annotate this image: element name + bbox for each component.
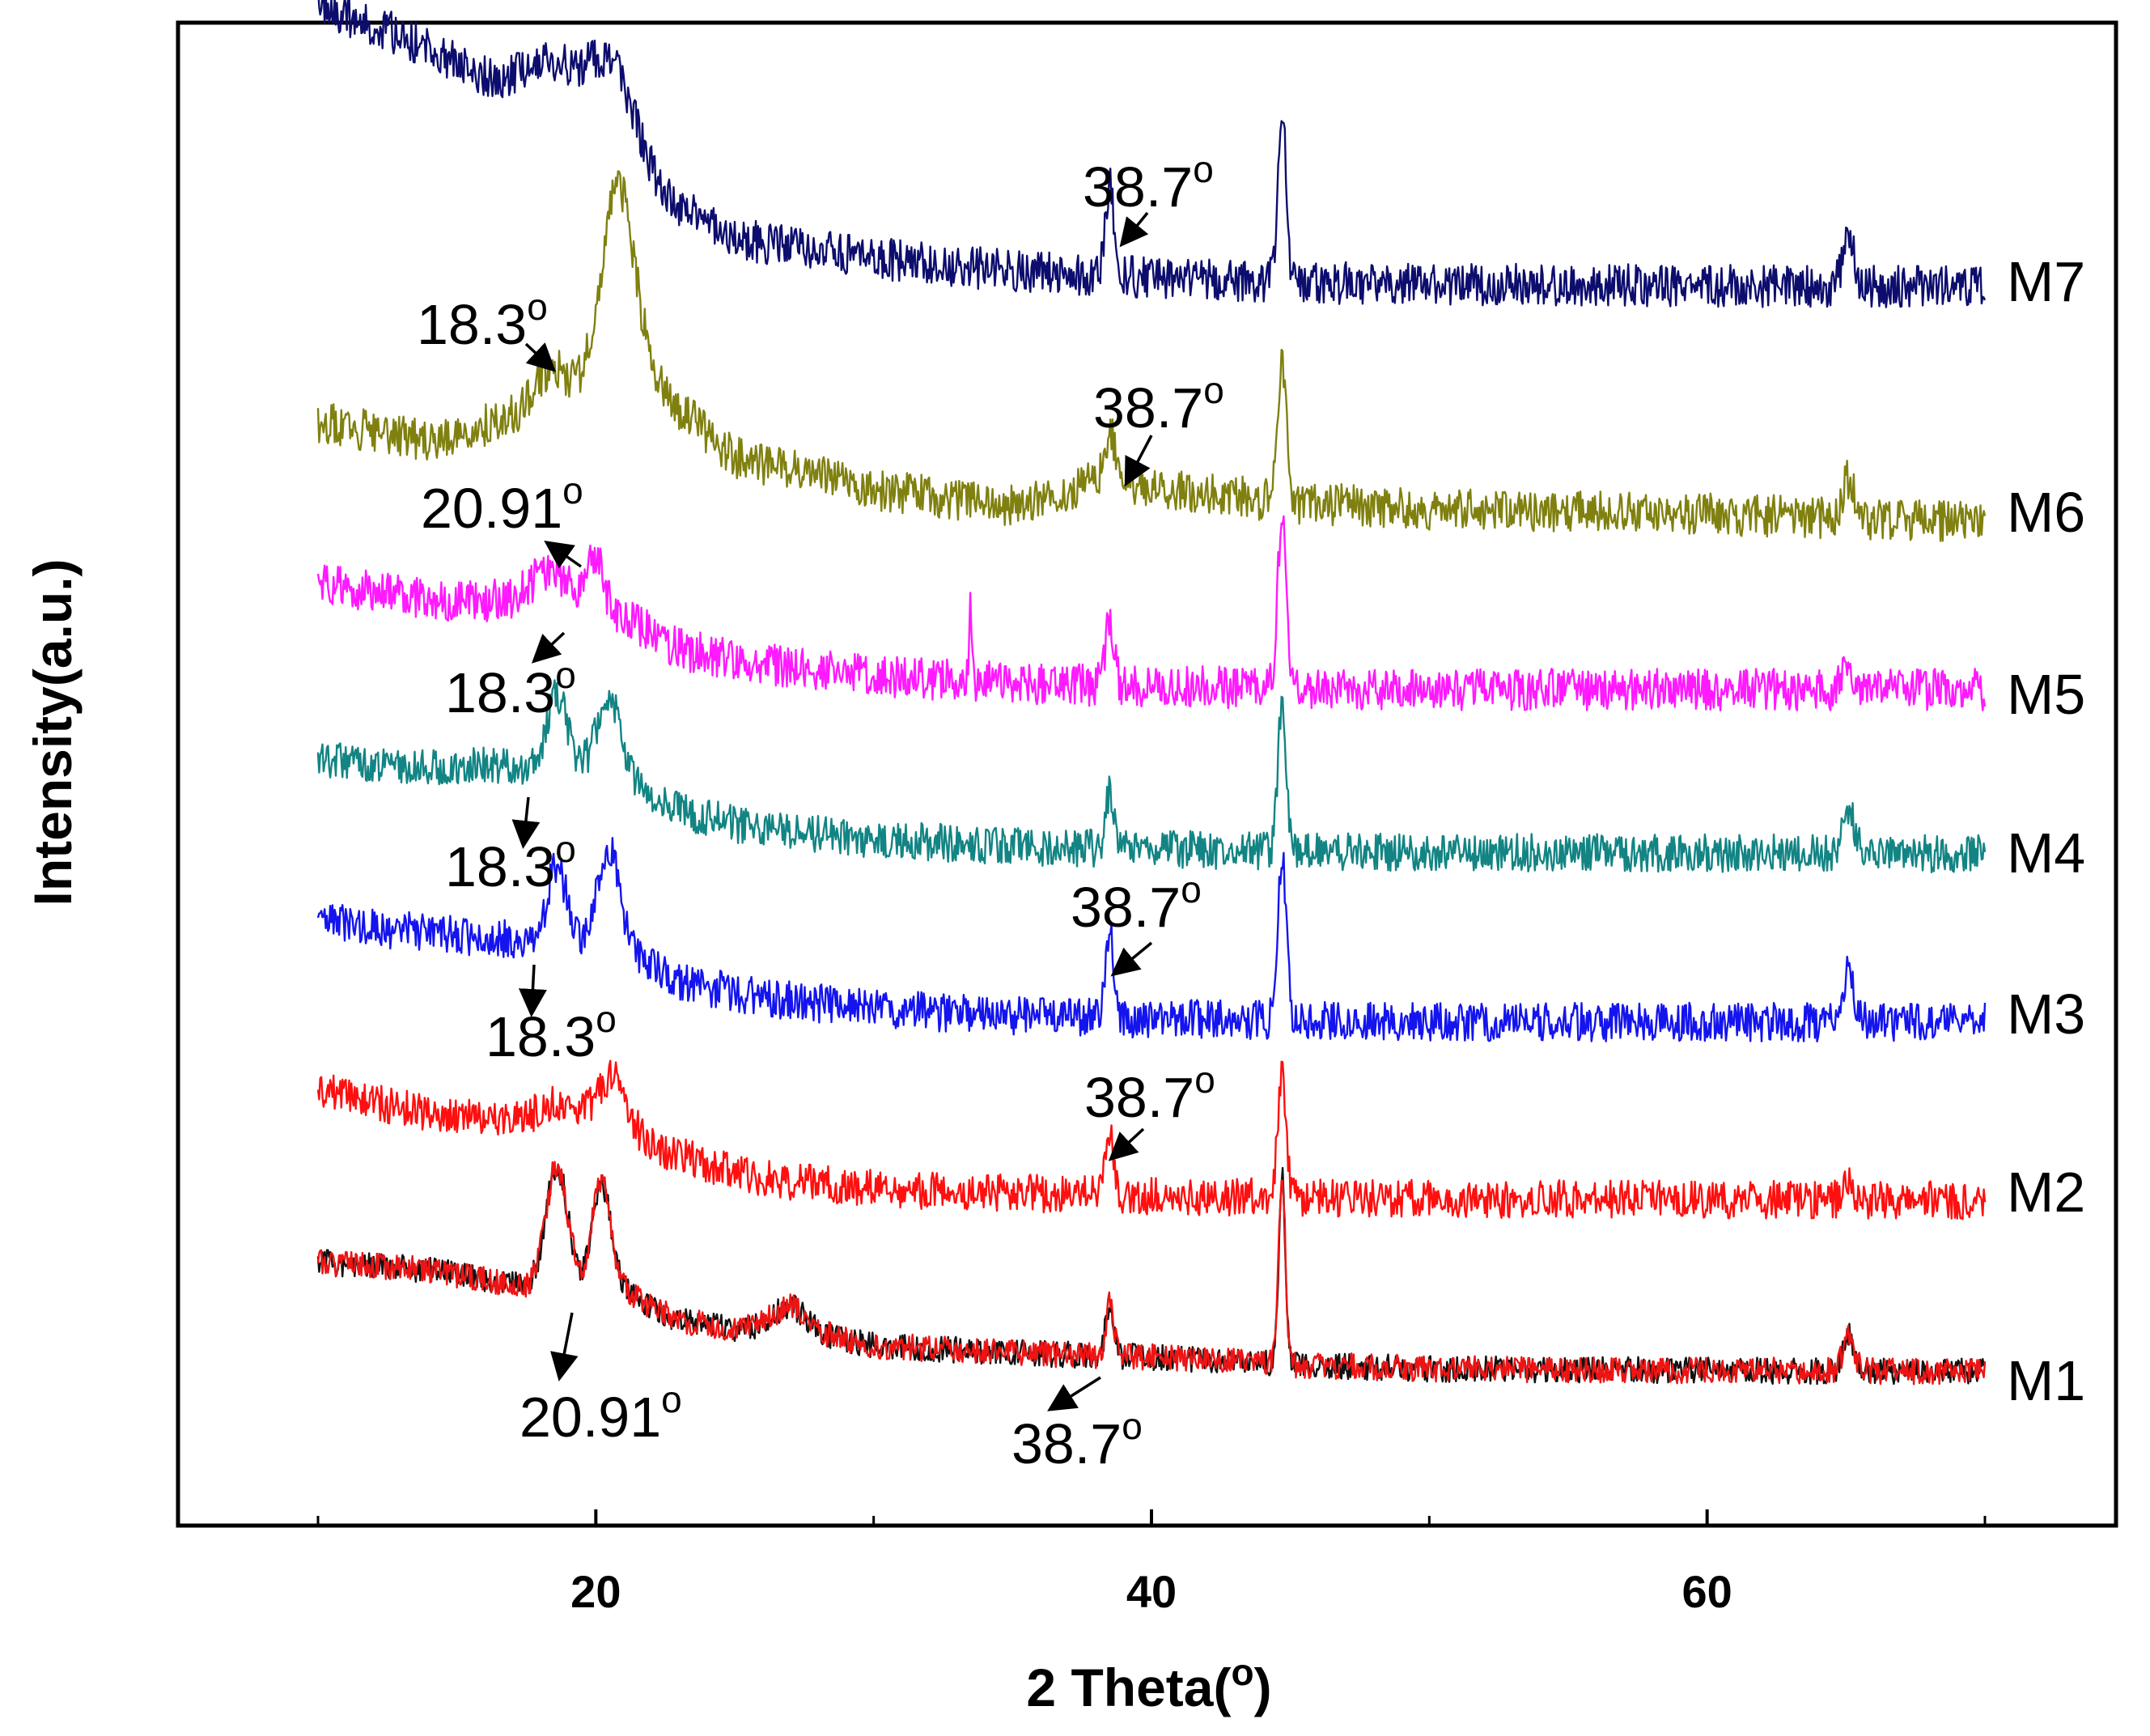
series-labels: M7 M6 M5 M4 M3 M2 M1: [2007, 250, 2085, 1412]
annotation-label: 38.7o: [1083, 148, 1214, 219]
series-label-m1: M1: [2007, 1349, 2085, 1412]
annotation-arrow: [511, 796, 541, 849]
annotation-arrow: [531, 631, 566, 664]
x-axis-ticks: 20 40 60: [316, 1509, 1987, 1617]
annotation-label: 20.91o: [421, 469, 583, 540]
annotation-label: 38.7o: [1071, 868, 1202, 939]
annotation-arrow: [550, 1312, 579, 1382]
annotation-arrow: [1108, 1127, 1145, 1161]
annotation-arrow: [524, 342, 557, 372]
annotation-label: 18.3o: [445, 654, 576, 724]
series-label-m5: M5: [2007, 663, 2085, 726]
annotation-label: 38.7o: [1011, 1405, 1143, 1475]
annotation-label: 20.91o: [519, 1378, 682, 1449]
series-label-m4: M4: [2007, 821, 2085, 885]
series-line-m3: [316, 837, 1987, 1042]
series-line-m4: [316, 679, 1987, 874]
series-group: [316, 0, 1987, 1386]
series-line-m5: [316, 515, 1987, 711]
series-line-m2: [316, 1059, 1987, 1220]
annotation-arrow: [1119, 211, 1149, 248]
series-label-m7: M7: [2007, 250, 2085, 313]
annotation-label: 18.3o: [417, 286, 548, 356]
series-label-m3: M3: [2007, 983, 2085, 1046]
annotation-label: 38.7o: [1084, 1059, 1215, 1129]
series-label-m2: M2: [2007, 1161, 2085, 1224]
x-tick-label: 60: [1682, 1566, 1732, 1617]
series-line-m7: [317, 0, 1987, 308]
series-line-m6: [316, 170, 1987, 542]
annotation-label: 38.7o: [1093, 369, 1224, 439]
annotation-arrow: [544, 540, 583, 569]
x-tick-label: 20: [570, 1566, 621, 1617]
plot-frame: [176, 20, 2118, 1528]
peak-annotations: 38.7o 18.3o 38.7o 20.91o 18.3o 18.3o 38.7o 18.3…: [417, 148, 1224, 1475]
annotation-arrow: [518, 964, 547, 1017]
annotation-arrow: [1124, 435, 1153, 487]
series-label-m6: M6: [2007, 481, 2085, 544]
annotation-arrow: [1047, 1376, 1101, 1411]
annotation-label: 18.3o: [445, 828, 576, 898]
annotation-arrow: [1110, 941, 1153, 977]
y-axis-title: Intensity(a.u.): [23, 558, 83, 906]
x-tick-label: 40: [1126, 1566, 1177, 1617]
series-line-m1: [316, 1161, 1987, 1386]
annotation-label: 18.3o: [486, 998, 617, 1068]
x-axis-title: 2 Theta(o): [1026, 1651, 1271, 1717]
